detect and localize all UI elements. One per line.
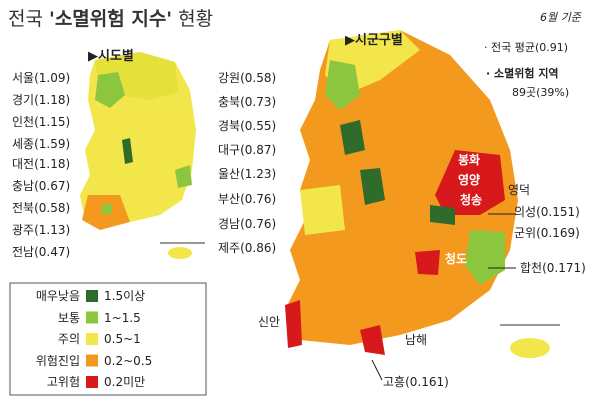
province-label: 부산(0.76)	[218, 192, 277, 206]
heading: ▶시도별	[88, 49, 134, 64]
province-label: 강원(0.58)	[218, 71, 277, 85]
district-capital	[325, 60, 360, 110]
legend-range: 0.2미만	[104, 375, 146, 389]
legend-swatch	[86, 376, 98, 388]
legend-label: 주의	[57, 332, 80, 346]
legend-range: 0.5~1	[104, 332, 141, 346]
province-label: 대전(1.18)	[12, 157, 71, 171]
district-yellow	[300, 185, 345, 235]
province-gwangju	[102, 204, 112, 214]
legend-label: 보통	[57, 310, 80, 325]
legend-label: 고위험	[46, 375, 80, 389]
title-bold: '소멸위험 지수'	[49, 8, 173, 30]
province-ulsan	[175, 165, 192, 188]
province-label: 인천(1.15)	[12, 115, 71, 129]
district-dark	[360, 168, 385, 205]
district-label: 영양	[458, 173, 481, 187]
province-label: 경남(0.76)	[218, 217, 277, 231]
province-sejong	[122, 138, 133, 164]
district-label: 고흥(0.161)	[383, 375, 449, 389]
district-label: 봉화	[458, 153, 481, 167]
district-red	[360, 325, 385, 355]
province-jeju	[168, 247, 192, 259]
province-label: 전북(0.58)	[12, 201, 71, 215]
province-label: 경기(1.18)	[12, 93, 71, 107]
district-map	[285, 30, 518, 345]
legend-swatch	[86, 290, 98, 302]
legend-label: 위험진입	[35, 353, 80, 368]
district-dark	[340, 120, 365, 155]
district-label: 영덕	[508, 183, 531, 197]
province-label: 충남(0.67)	[12, 179, 71, 193]
legend-label: 매우낮음	[35, 289, 80, 303]
title-suffix: 현황	[172, 8, 214, 30]
legend-swatch	[86, 354, 98, 367]
province-label: 세종(1.59)	[12, 137, 71, 151]
district-green	[465, 230, 505, 285]
date: 6월 기준	[540, 11, 581, 24]
district-jeju	[510, 338, 550, 358]
district-label: 합천(0.171)	[520, 261, 586, 275]
province-label: 경북(0.55)	[218, 119, 277, 133]
leader-line	[371, 213, 516, 381]
province-gyeonggi	[95, 72, 125, 108]
district-dark	[430, 205, 455, 225]
title-prefix: 전국	[8, 8, 49, 30]
district-red	[285, 300, 302, 348]
legend-box	[9, 282, 207, 396]
district-label: 신안	[258, 315, 281, 329]
province-label: 전남(0.47)	[12, 245, 71, 259]
district-label: 남해	[405, 333, 428, 347]
province-label: 울산(1.23)	[218, 167, 277, 181]
note: · 소멸위험 지역	[486, 67, 559, 80]
district-label: 의성(0.151)	[514, 205, 580, 219]
legend-swatch	[86, 333, 98, 345]
province-label: 충북(0.73)	[218, 95, 277, 109]
legend-range: 1.5이상	[104, 289, 146, 303]
province-label: 제주(0.86)	[218, 241, 277, 255]
heading: ▶시군구별	[345, 33, 403, 48]
note: · 전국 평균(0.91)	[484, 41, 569, 54]
district-red	[435, 150, 505, 215]
province-label: 광주(1.13)	[12, 223, 71, 237]
district-red	[415, 250, 440, 275]
legend-swatch	[86, 311, 98, 324]
province-label: 서울(1.09)	[12, 71, 71, 85]
district-label: 청도	[445, 252, 468, 266]
legend-range: 0.2~0.5	[104, 353, 153, 368]
legend-range: 1~1.5	[104, 310, 141, 325]
district-label: 청송	[460, 193, 483, 207]
note: 89곳(39%)	[512, 86, 570, 99]
province-label: 대구(0.87)	[218, 143, 277, 157]
district-label: 군위(0.169)	[514, 226, 580, 240]
title: 전국 '소멸위험 지수' 현황	[8, 10, 213, 29]
